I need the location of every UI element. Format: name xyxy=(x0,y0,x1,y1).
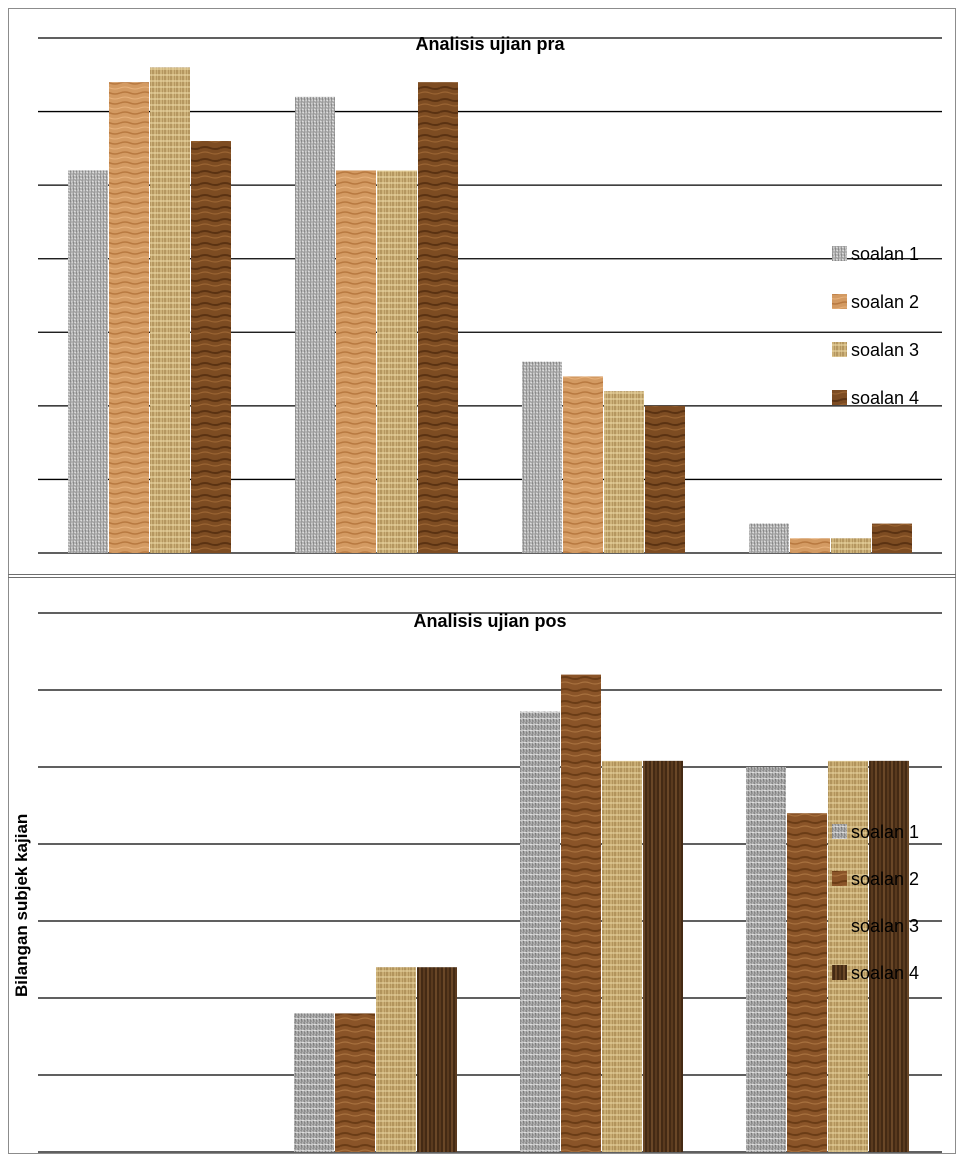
legend-swatch-1 xyxy=(832,246,847,261)
bar-series-2-group-1 xyxy=(109,82,149,554)
legend-label-1: soalan 1 xyxy=(851,822,919,842)
chart-divider xyxy=(8,574,956,578)
bar-series-1-group-4 xyxy=(749,523,789,553)
bar-series-1-group-2 xyxy=(295,96,335,553)
bar-series-4-group-1 xyxy=(191,141,231,553)
bar-series-3-group-3 xyxy=(604,391,644,553)
bar-series-2-group-3 xyxy=(563,376,603,553)
legend-swatch-2 xyxy=(832,871,847,886)
legend-label-2: soalan 2 xyxy=(851,292,919,312)
bar-series-1-group-4 xyxy=(746,767,786,1152)
y-axis-title: Bilangan subjek kajian xyxy=(12,813,31,997)
bar-series-4-group-3 xyxy=(645,405,685,553)
bar-series-1-group-3 xyxy=(522,361,562,553)
bar-series-1-group-2 xyxy=(294,1013,334,1152)
bar-series-3-group-4 xyxy=(831,538,871,553)
bar-series-2-group-3 xyxy=(561,674,601,1152)
chart-title-pra: Analisis ujian pra xyxy=(415,34,565,54)
bar-series-1-group-1 xyxy=(68,170,108,553)
bar-series-3-group-4 xyxy=(828,760,868,1152)
legend-label-3: soalan 3 xyxy=(851,340,919,360)
legend-label-3: soalan 3 xyxy=(851,916,919,936)
bars-pos xyxy=(294,674,909,1152)
legend-swatch-3 xyxy=(832,342,847,357)
bar-series-3-group-3 xyxy=(602,760,642,1152)
bar-series-2-group-2 xyxy=(336,170,376,553)
legend-swatch-2 xyxy=(832,294,847,309)
bar-series-3-group-2 xyxy=(376,967,416,1152)
bar-series-1-group-3 xyxy=(520,711,560,1152)
bar-series-3-group-1 xyxy=(150,67,190,553)
bars-pra xyxy=(68,67,912,554)
bar-series-4-group-4 xyxy=(872,523,912,553)
legend-swatch-4 xyxy=(832,390,847,405)
bar-series-2-group-4 xyxy=(787,813,827,1152)
bar-series-3-group-2 xyxy=(377,170,417,553)
legend-label-2: soalan 2 xyxy=(851,869,919,889)
legend-label-1: soalan 1 xyxy=(851,244,919,264)
legend-pos: soalan 1 soalan 2 soalan 3 soalan 4 xyxy=(832,822,919,983)
legend-label-4: soalan 4 xyxy=(851,963,919,983)
legend-swatch-4 xyxy=(832,965,847,980)
legend-swatch-3 xyxy=(832,918,847,933)
bar-series-4-group-3 xyxy=(643,760,683,1152)
bar-series-2-group-2 xyxy=(335,1013,375,1152)
bar-series-2-group-4 xyxy=(790,538,830,553)
legend-pra: soalan 1 soalan 2 soalan 3 soalan 4 xyxy=(832,244,919,408)
legend-swatch-1 xyxy=(832,824,847,839)
bar-series-4-group-2 xyxy=(417,967,457,1152)
bar-series-4-group-4 xyxy=(869,760,909,1152)
legend-label-4: soalan 4 xyxy=(851,388,919,408)
bar-series-4-group-2 xyxy=(418,82,458,554)
chart-title-pos: Analisis ujian pos xyxy=(413,611,566,631)
